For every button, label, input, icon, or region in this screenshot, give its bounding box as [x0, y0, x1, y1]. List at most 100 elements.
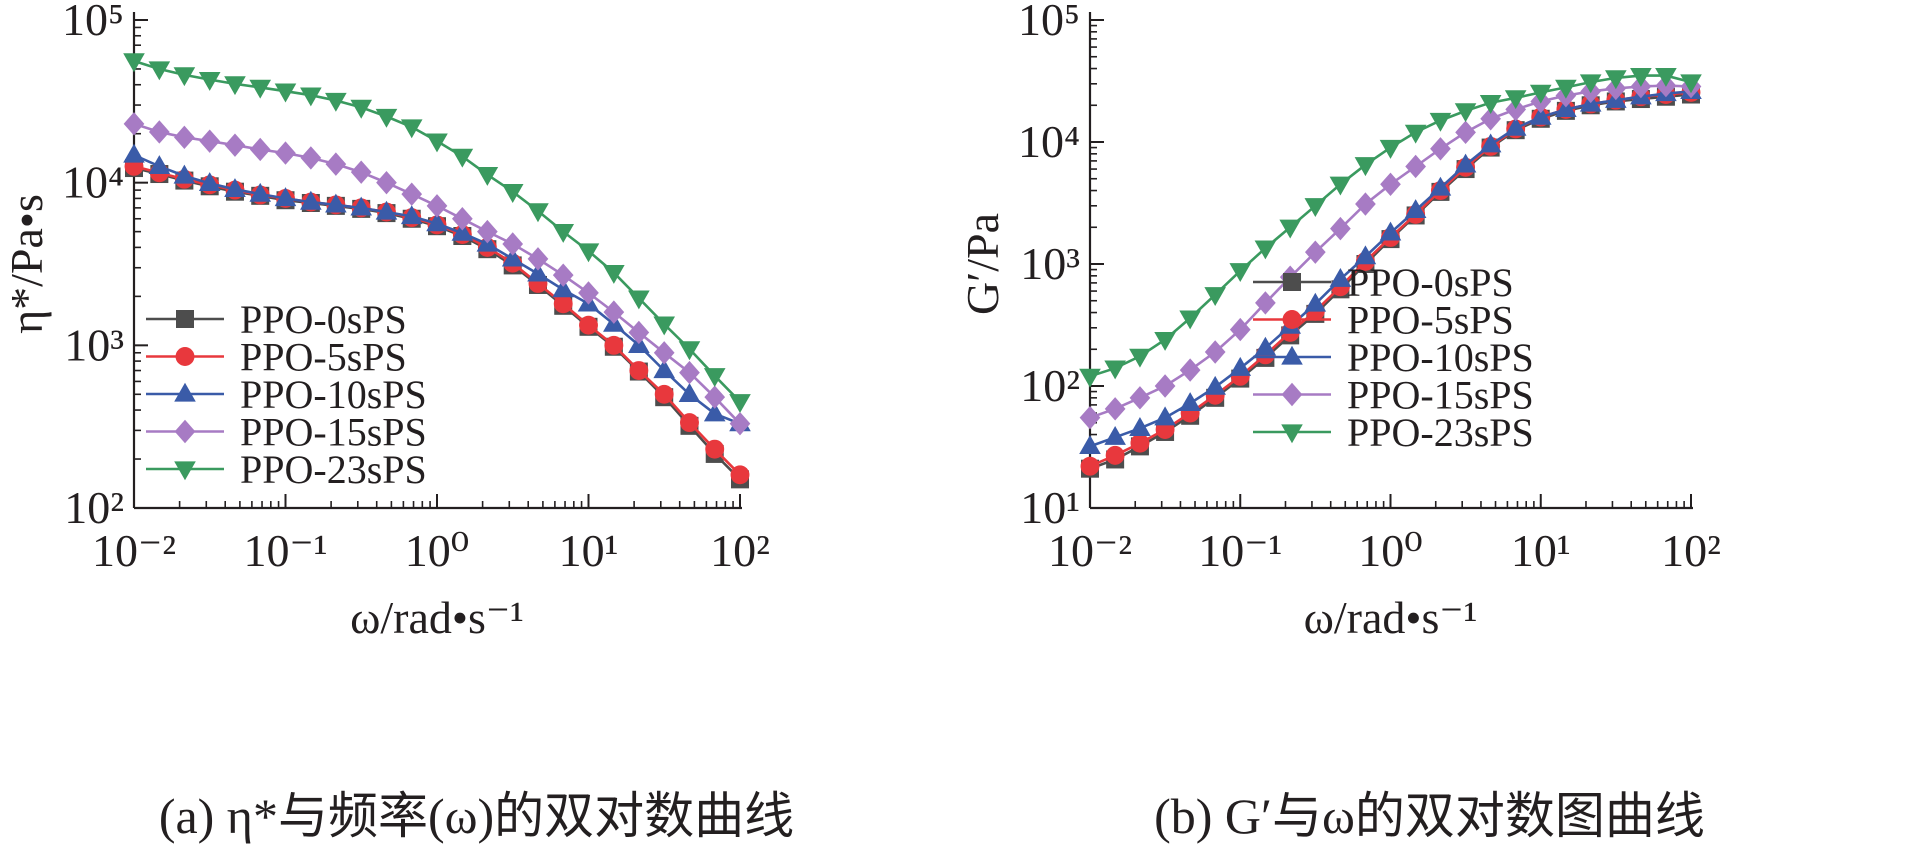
- y-tick-label: 10⁵: [1018, 0, 1080, 45]
- legend-item-ppo-5sps: PPO-5sPS: [1253, 298, 1514, 343]
- data-point: [1304, 292, 1327, 312]
- data-point: [224, 133, 246, 157]
- legend-item-ppo-10sps: PPO-10sPS: [1253, 335, 1534, 380]
- data-point: [224, 76, 246, 96]
- series-ppo-23sps: [123, 53, 751, 413]
- data-point: [300, 87, 322, 107]
- data-point: [552, 263, 574, 287]
- legend-label: PPO-0sPS: [240, 297, 407, 342]
- x-tick-label: 10⁻¹: [1198, 525, 1282, 576]
- y-axis-label: G′/Pa: [957, 213, 1008, 315]
- data-point: [1204, 340, 1226, 364]
- data-point: [300, 146, 322, 170]
- data-point: [148, 61, 171, 81]
- plot-area: [1079, 67, 1702, 478]
- data-point: [148, 120, 170, 144]
- data-point: [1179, 392, 1201, 412]
- data-point: [376, 170, 397, 195]
- data-point: [1130, 433, 1150, 453]
- data-point: [123, 112, 145, 136]
- data-point: [1630, 67, 1652, 87]
- data-point: [579, 315, 598, 335]
- data-point: [325, 193, 347, 213]
- legend-label: PPO-5sPS: [240, 335, 407, 380]
- legend-label: PPO-5sPS: [1347, 298, 1514, 343]
- data-point: [1179, 358, 1201, 382]
- data-point: [1079, 405, 1101, 430]
- data-point: [1529, 105, 1552, 125]
- legend-marker: [1282, 310, 1302, 329]
- data-point: [1329, 176, 1352, 196]
- data-point: [1255, 291, 1276, 315]
- data-point: [1504, 116, 1527, 136]
- data-point: [527, 203, 549, 223]
- y-tick-label: 10⁴: [1018, 116, 1080, 167]
- x-tick-label: 10²: [1661, 525, 1721, 576]
- data-point: [1555, 98, 1577, 118]
- legend-item-ppo-23sps: PPO-23sPS: [146, 447, 427, 492]
- data-point: [1154, 406, 1176, 426]
- data-point: [1529, 84, 1552, 104]
- data-point: [1154, 374, 1176, 398]
- data-point: [653, 359, 676, 379]
- data-point: [1304, 240, 1326, 264]
- data-point: [274, 187, 297, 207]
- data-point: [653, 341, 675, 365]
- data-point: [350, 160, 372, 184]
- legend-label: PPO-10sPS: [1347, 335, 1534, 380]
- data-point: [1579, 74, 1602, 94]
- data-point: [1104, 426, 1126, 445]
- axes: 10⁻² 10⁻¹ 10⁰ 10¹ 10² 10¹ 10² 10³ 10⁴ 10⁵ ω/rad•s⁻…: [957, 0, 1721, 643]
- data-point: [1354, 245, 1377, 265]
- data-point: [527, 247, 549, 271]
- data-point: [704, 385, 726, 409]
- data-point: [1104, 397, 1126, 421]
- data-point: [552, 223, 575, 243]
- data-point: [1229, 356, 1252, 376]
- data-point: [477, 219, 498, 244]
- data-point: [1404, 199, 1427, 219]
- data-point: [730, 465, 750, 485]
- data-point: [578, 281, 599, 305]
- data-point: [1555, 79, 1577, 99]
- legend-marker: [176, 310, 194, 328]
- data-point: [451, 221, 474, 241]
- x-axis-label: ω/rad•s⁻¹: [1304, 592, 1478, 643]
- data-point: [400, 205, 423, 225]
- data-point: [325, 92, 347, 112]
- data-point: [173, 67, 196, 87]
- data-point: [300, 190, 322, 210]
- legend-item-ppo-10sps: PPO-10sPS: [146, 372, 427, 417]
- chart-b-caption: (b) G′与ω的双对数图曲线: [1154, 788, 1705, 844]
- legend-marker: [1281, 345, 1303, 365]
- legend-marker: [175, 347, 195, 366]
- data-point: [426, 212, 448, 232]
- data-point: [1105, 445, 1125, 465]
- data-point: [199, 129, 221, 153]
- x-tick-label: 10⁻²: [1048, 525, 1132, 576]
- data-point: [350, 196, 373, 216]
- data-point: [401, 182, 423, 206]
- legend-item-ppo-0sps: PPO-0sPS: [1253, 260, 1514, 305]
- data-point: [628, 320, 650, 345]
- legend-marker: [174, 461, 196, 481]
- data-point: [553, 294, 573, 314]
- data-point: [426, 194, 448, 218]
- x-axis-label: ω/rad•s⁻¹: [350, 592, 524, 643]
- data-point: [1504, 90, 1527, 110]
- data-point: [1605, 70, 1627, 90]
- data-point: [1430, 137, 1451, 161]
- data-point: [1355, 192, 1376, 216]
- y-tick-label: 10⁴: [62, 157, 124, 208]
- y-tick-label: 10²: [1020, 360, 1080, 411]
- data-point: [679, 360, 700, 385]
- data-point: [148, 155, 171, 174]
- data-point: [451, 148, 474, 168]
- data-point: [224, 178, 246, 197]
- data-point: [1129, 386, 1151, 410]
- data-point: [174, 125, 195, 150]
- data-point: [729, 411, 751, 436]
- legend-marker: [174, 419, 196, 444]
- data-point: [1080, 456, 1100, 476]
- legend-marker: [1281, 382, 1303, 407]
